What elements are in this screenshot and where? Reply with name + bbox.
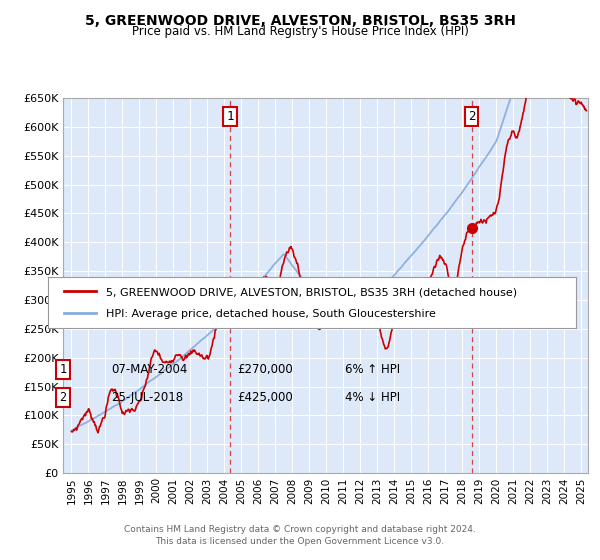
Text: 6% ↑ HPI: 6% ↑ HPI	[345, 363, 400, 376]
Text: 2: 2	[59, 391, 67, 404]
Text: £270,000: £270,000	[237, 363, 293, 376]
Text: 1: 1	[59, 363, 67, 376]
Text: 5, GREENWOOD DRIVE, ALVESTON, BRISTOL, BS35 3RH (detached house): 5, GREENWOOD DRIVE, ALVESTON, BRISTOL, B…	[106, 287, 517, 297]
Text: HPI: Average price, detached house, South Gloucestershire: HPI: Average price, detached house, Sout…	[106, 310, 436, 320]
Text: £425,000: £425,000	[237, 391, 293, 404]
Text: Price paid vs. HM Land Registry's House Price Index (HPI): Price paid vs. HM Land Registry's House …	[131, 25, 469, 38]
Text: 2: 2	[468, 110, 475, 123]
Text: 5, GREENWOOD DRIVE, ALVESTON, BRISTOL, BS35 3RH: 5, GREENWOOD DRIVE, ALVESTON, BRISTOL, B…	[85, 14, 515, 28]
Text: 07-MAY-2004: 07-MAY-2004	[111, 363, 187, 376]
Text: 4% ↓ HPI: 4% ↓ HPI	[345, 391, 400, 404]
Text: 25-JUL-2018: 25-JUL-2018	[111, 391, 183, 404]
Text: 1: 1	[227, 110, 234, 123]
Text: Contains HM Land Registry data © Crown copyright and database right 2024.
This d: Contains HM Land Registry data © Crown c…	[124, 525, 476, 546]
